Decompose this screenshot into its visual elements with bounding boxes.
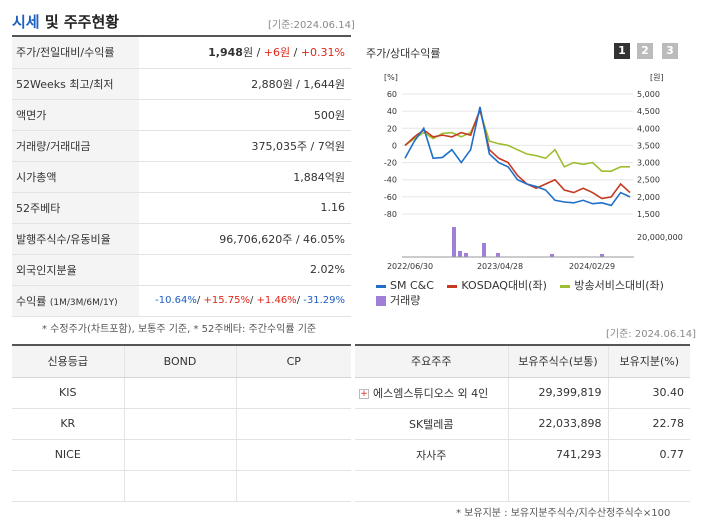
legend-kosdaq: KOSDAQ대비(좌) xyxy=(447,279,547,292)
base-date-2: [기준: 2024.06.14] xyxy=(606,329,697,340)
left-unit: [%] xyxy=(384,73,398,82)
series-lines xyxy=(404,106,631,207)
right-tick-label: 3,000 xyxy=(637,159,660,168)
right-axis: 5,000 4,500 4,000 3,500 3,000 2,500 2,000 1,500 xyxy=(637,90,660,219)
x-tick-1: 2022/06/30 xyxy=(387,262,433,271)
series-line-1 xyxy=(404,106,631,200)
page-title: 시세 및 주주현황 xyxy=(12,13,120,31)
right-unit: [원] xyxy=(650,73,664,82)
return-values: -10.64%/ +15.75%/ +1.46%/ -31.29% xyxy=(139,285,351,317)
right-tick-label: 4,500 xyxy=(637,107,660,116)
left-tick-label: -40 xyxy=(384,176,397,185)
base-date: [기준:2024.06.14] xyxy=(268,20,355,31)
legend-broadcast: 방송서비스대비(좌) xyxy=(560,279,664,292)
table-row: 액면가 500원 xyxy=(12,99,351,131)
holder-name[interactable]: + 에스엠스튜디오스 외 4인 xyxy=(355,377,508,409)
chart-tab-2[interactable]: 2 xyxy=(637,43,653,59)
price-value: 1,948원 / +6원 / +0.31% xyxy=(139,37,351,69)
table-row: KIS xyxy=(12,377,351,409)
volume-bar xyxy=(550,254,554,257)
left-tick-label: 20 xyxy=(387,124,397,133)
table-row xyxy=(12,470,351,502)
left-axis: 60 40 20 0 -20 -40 -60 -80 xyxy=(384,90,397,219)
x-tick-3: 2024/02/29 xyxy=(569,262,615,271)
credit-table: 신용등급 BOND CP KIS KR NICE xyxy=(12,346,351,502)
table-row: 52주베타 1.16 xyxy=(12,192,351,224)
volume-bars xyxy=(452,227,604,257)
table-row: 시가총액 1,884억원 xyxy=(12,161,351,193)
right-tick-label: 3,500 xyxy=(637,141,660,150)
chart-tab-3[interactable]: 3 xyxy=(662,43,678,59)
left-tick-label: -20 xyxy=(384,159,397,168)
volume-bar xyxy=(458,251,462,257)
footnote-2: * 보유지분 : 보유지분주식수/지수산정주식수×100 xyxy=(456,508,671,519)
right-tick-label: 2,500 xyxy=(637,176,660,185)
footnote: * 수정주가(차트포함), 보통주 기준, * 52주베타: 주간수익률 기준 xyxy=(42,324,317,335)
left-tick-label: 60 xyxy=(387,90,397,99)
right-tick-label: 4,000 xyxy=(637,124,660,133)
table-row: 발행주식수/유동비율 96,706,620주 / 46.05% xyxy=(12,223,351,255)
volume-tick: 20,000,000 xyxy=(637,233,683,242)
stock-info-table: 주가/전일대비/수익률 1,948원 / +6원 / +0.31% 52Week… xyxy=(12,37,351,317)
price-label: 주가/전일대비/수익률 xyxy=(12,37,139,69)
table-row: 수익률 (1M/3M/6M/1Y) -10.64%/ +15.75%/ +1.4… xyxy=(12,285,351,317)
x-tick-2: 2023/04/28 xyxy=(477,262,523,271)
table-row: 52Weeks 최고/최저 2,880원 / 1,644원 xyxy=(12,68,351,100)
table-row: 거래량/거래대금 375,035주 / 7억원 xyxy=(12,130,351,162)
holders-table: 주요주주 보유주식수(보통) 보유지분(%) + 에스엠스튜디오스 외 4인 29… xyxy=(355,346,690,502)
divider xyxy=(355,344,690,346)
expand-icon[interactable]: + xyxy=(359,388,369,399)
left-tick-label: 40 xyxy=(387,107,397,116)
series-line-2 xyxy=(404,108,630,172)
volume-bar xyxy=(464,253,468,257)
right-tick-label: 2,000 xyxy=(637,193,660,202)
left-tick-label: 0 xyxy=(392,141,397,150)
divider xyxy=(12,344,351,346)
gridlines xyxy=(402,93,633,215)
series-line-0 xyxy=(404,106,631,207)
left-tick-label: -80 xyxy=(384,210,397,219)
return-label: 수익률 (1M/3M/6M/1Y) xyxy=(12,285,139,317)
chart-title: 주가/상대수익률 xyxy=(366,47,441,60)
divider xyxy=(12,35,351,37)
table-row: KR xyxy=(12,408,351,440)
left-tick-label: -60 xyxy=(384,193,397,202)
volume-bar xyxy=(600,254,604,257)
table-row: + 에스엠스튜디오스 외 4인 29,399,819 30.40 xyxy=(355,377,690,409)
volume-bar xyxy=(452,227,456,257)
chart-legend: SM C&C KOSDAQ대비(좌) 방송서비스대비(좌) xyxy=(376,277,664,293)
table-row xyxy=(355,470,690,502)
table-row: NICE xyxy=(12,439,351,471)
volume-bar xyxy=(496,253,500,257)
chart-svg: [%] [원] 60 40 20 0 -20 -40 -60 -80 5,000 4,500 4,… xyxy=(384,73,683,271)
table-row: SK텔레콤 22,033,898 22.78 xyxy=(355,408,690,440)
right-tick-label: 1,500 xyxy=(637,210,660,219)
table-row: 외국인지분율 2.02% xyxy=(12,254,351,286)
legend-smcc: SM C&C xyxy=(376,279,434,292)
chart-tab-1[interactable]: 1 xyxy=(614,43,630,59)
table-row: 주가/전일대비/수익률 1,948원 / +6원 / +0.31% xyxy=(12,37,351,69)
table-row: 자사주 741,293 0.77 xyxy=(355,439,690,471)
right-tick-label: 5,000 xyxy=(637,90,660,99)
legend-volume: 거래량 xyxy=(376,292,420,308)
volume-bar xyxy=(482,243,486,257)
